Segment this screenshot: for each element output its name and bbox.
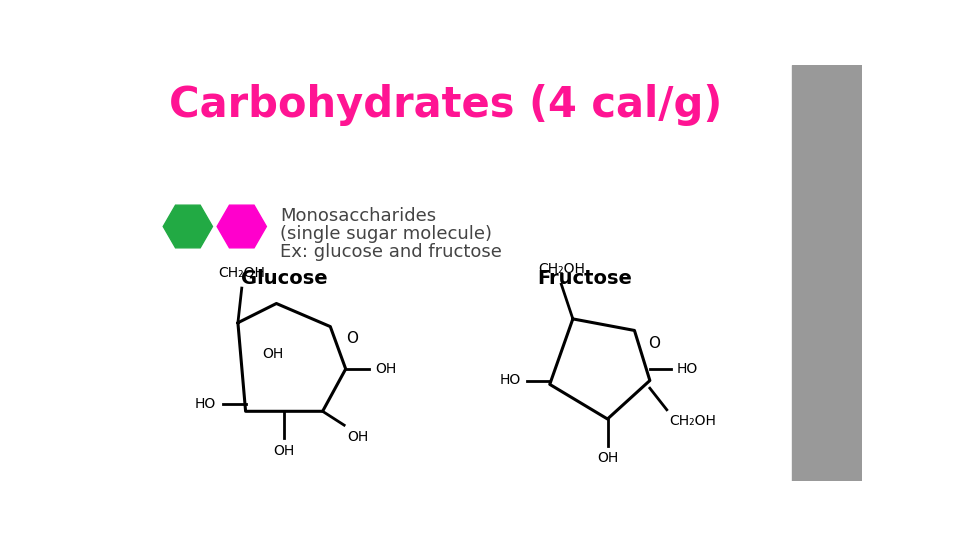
Text: Monosaccharides: Monosaccharides (280, 207, 437, 225)
Text: Ex: glucose and fructose: Ex: glucose and fructose (280, 242, 502, 261)
Text: Carbohydrates (4 cal/g): Carbohydrates (4 cal/g) (169, 84, 722, 126)
Text: O: O (346, 331, 358, 346)
Text: (single sugar molecule): (single sugar molecule) (280, 225, 492, 243)
Text: CH₂OH: CH₂OH (218, 266, 265, 280)
Polygon shape (217, 205, 266, 248)
Polygon shape (163, 205, 212, 248)
Text: OH: OH (597, 451, 618, 465)
Text: OH: OH (274, 444, 295, 457)
Text: OH: OH (262, 347, 283, 361)
Text: OH: OH (375, 362, 396, 376)
Text: O: O (648, 336, 660, 352)
Text: Glucose: Glucose (241, 269, 327, 288)
Text: Fructose: Fructose (537, 269, 632, 288)
Text: CH₂OH: CH₂OH (538, 262, 585, 276)
Text: OH: OH (348, 430, 369, 444)
Text: HO: HO (195, 396, 216, 410)
Text: CH₂OH: CH₂OH (669, 414, 716, 428)
Text: HO: HO (677, 362, 698, 376)
Bar (792, 65, 861, 481)
Text: HO: HO (499, 374, 520, 388)
